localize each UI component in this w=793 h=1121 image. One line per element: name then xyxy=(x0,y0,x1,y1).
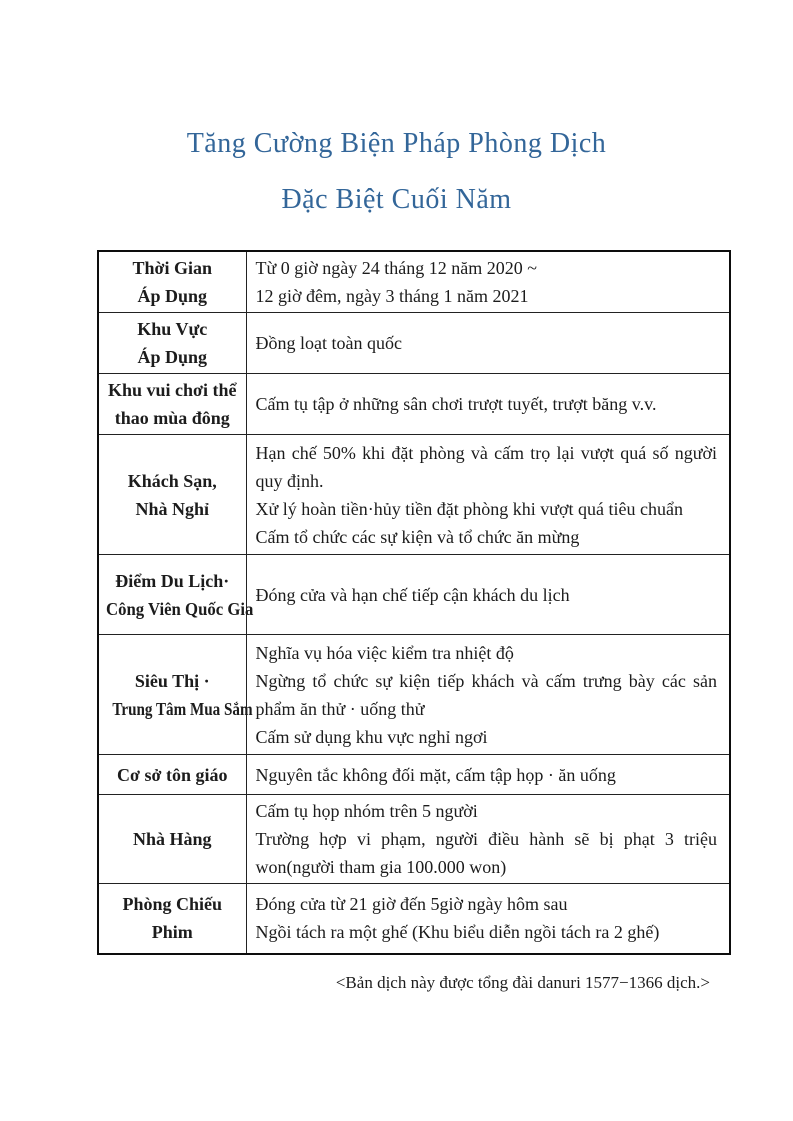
row-category-label: Khách Sạn, Nhà Nghỉ xyxy=(97,434,247,555)
table-row: Điểm Du Lịch· Công Viên Quốc Gia Đóng cửa… xyxy=(97,554,731,635)
row-measures-content: Hạn chế 50% khi đặt phòng và cấm trọ lại… xyxy=(245,434,731,555)
measures-table: Thời Gian Áp Dụng Từ 0 giờ ngày 24 tháng … xyxy=(97,250,731,955)
table-row: Phòng Chiếu Phim Đóng cửa từ 21 giờ đến 5… xyxy=(97,883,731,954)
row-category-label: Cơ sở tôn giáo xyxy=(97,754,247,795)
translation-note: <Bản dịch này được tổng đài danuri 1577−… xyxy=(335,972,710,992)
row-measures-content: Đồng loạt toàn quốc xyxy=(245,312,731,374)
row-measures-content: Cấm tụ tập ở những sân chơi trượt tuyết,… xyxy=(245,373,731,435)
row-measures-content: Đóng cửa từ 21 giờ đến 5giờ ngày hôm sau… xyxy=(245,883,731,954)
row-category-label: Phòng Chiếu Phim xyxy=(97,883,247,954)
row-category-label: Khu vui chơi thể thao mùa đông xyxy=(97,373,247,435)
row-measures-content: Nguyên tắc không đối mặt, cấm tập họp · … xyxy=(245,754,731,795)
row-category-label: Khu Vực Áp Dụng xyxy=(97,312,247,374)
row-category-label: Thời Gian Áp Dụng xyxy=(97,250,247,313)
row-category-label: Điểm Du Lịch· Công Viên Quốc Gia xyxy=(97,554,253,635)
row-measures-content: Đóng cửa và hạn chế tiếp cận khách du lị… xyxy=(245,554,731,635)
table-row: Nhà Hàng Cấm tụ họp nhóm trên 5 người Trư… xyxy=(97,794,731,884)
row-measures-content: Từ 0 giờ ngày 24 tháng 12 năm 2020 ~12 g… xyxy=(245,250,731,313)
table-row: Siêu Thị · Trung Tâm Mua Sắm Nghĩa vụ hóa… xyxy=(97,634,731,755)
row-measures-content: Cấm tụ họp nhóm trên 5 người Trường hợp v… xyxy=(245,794,731,884)
title-line-1: Tăng Cường Biện Pháp Phòng Dịch xyxy=(186,128,607,159)
row-category-label: Nhà Hàng xyxy=(97,794,247,884)
table-row: Khu vui chơi thể thao mùa đông Cấm tụ tập… xyxy=(97,373,731,435)
row-category-label: Siêu Thị · Trung Tâm Mua Sắm xyxy=(97,634,253,755)
table-row: Cơ sở tôn giáo Nguyên tắc không đối mặt,… xyxy=(97,754,731,795)
document-title: Tăng Cường Biện Pháp Phòng Dịch Đặc Biệt… xyxy=(0,116,793,228)
title-line-2: Đặc Biệt Cuối Năm xyxy=(281,184,512,215)
row-measures-content: Nghĩa vụ hóa việc kiểm tra nhiệt độ Ngừng… xyxy=(245,634,731,755)
table-row: Thời Gian Áp Dụng Từ 0 giờ ngày 24 tháng … xyxy=(97,250,731,313)
table-row: Khu Vực Áp Dụng Đồng loạt toàn quốc xyxy=(97,312,731,374)
table-row: Khách Sạn, Nhà Nghỉ Hạn chế 50% khi đặt p… xyxy=(97,434,731,555)
